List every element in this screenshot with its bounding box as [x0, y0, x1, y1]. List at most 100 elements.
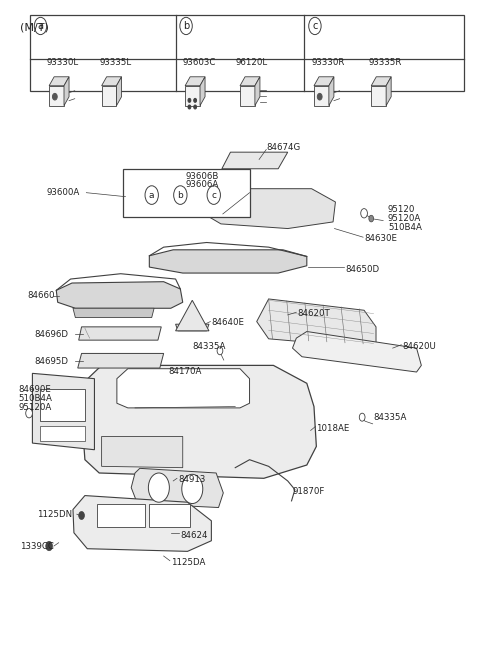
- Text: c: c: [211, 191, 216, 199]
- Polygon shape: [200, 77, 205, 105]
- Circle shape: [217, 347, 223, 355]
- Text: 93335R: 93335R: [369, 58, 402, 67]
- Circle shape: [148, 473, 169, 502]
- Polygon shape: [185, 86, 200, 105]
- Text: 84630E: 84630E: [364, 234, 397, 243]
- Bar: [39, 390, 85, 421]
- Polygon shape: [314, 77, 334, 86]
- Text: 84690E: 84690E: [18, 385, 51, 394]
- Text: 84620T: 84620T: [297, 309, 330, 318]
- Circle shape: [79, 512, 84, 520]
- Text: 84640E: 84640E: [211, 318, 244, 327]
- Circle shape: [180, 17, 192, 35]
- Polygon shape: [102, 436, 183, 468]
- Bar: [97, 504, 144, 528]
- Polygon shape: [371, 86, 386, 105]
- Text: 93335L: 93335L: [99, 58, 132, 67]
- Polygon shape: [102, 86, 117, 105]
- Text: 84674G: 84674G: [266, 143, 300, 152]
- Circle shape: [207, 186, 220, 204]
- Circle shape: [182, 474, 203, 504]
- Text: 91870F: 91870F: [292, 487, 325, 496]
- Text: b: b: [183, 21, 189, 31]
- Circle shape: [174, 186, 187, 204]
- Text: 93600A: 93600A: [47, 188, 80, 197]
- Polygon shape: [79, 327, 161, 340]
- Text: 84696D: 84696D: [35, 329, 69, 339]
- Text: 95120A: 95120A: [18, 404, 51, 412]
- Text: 84650D: 84650D: [345, 265, 379, 273]
- Text: 93330R: 93330R: [312, 58, 345, 67]
- Polygon shape: [176, 324, 209, 331]
- Text: a: a: [37, 21, 44, 31]
- Text: 510B4A: 510B4A: [18, 394, 52, 403]
- Polygon shape: [314, 86, 329, 105]
- Bar: [123, 169, 250, 217]
- Text: 95120: 95120: [388, 205, 415, 215]
- Polygon shape: [56, 281, 183, 308]
- Polygon shape: [255, 77, 260, 105]
- Circle shape: [317, 93, 322, 100]
- Text: 93606B: 93606B: [185, 171, 218, 181]
- Circle shape: [26, 409, 33, 418]
- Polygon shape: [257, 299, 376, 348]
- Text: 93606A: 93606A: [185, 180, 218, 189]
- Polygon shape: [240, 86, 255, 105]
- Text: b: b: [178, 191, 183, 199]
- Polygon shape: [371, 77, 391, 86]
- Polygon shape: [49, 86, 64, 105]
- Text: 510B4A: 510B4A: [388, 223, 422, 231]
- Polygon shape: [49, 77, 69, 86]
- Text: 93603C: 93603C: [183, 58, 216, 67]
- Polygon shape: [185, 77, 205, 86]
- Polygon shape: [73, 308, 154, 317]
- Text: 93330L: 93330L: [47, 58, 79, 67]
- Polygon shape: [131, 468, 223, 508]
- Text: 84660: 84660: [28, 291, 55, 300]
- Text: a: a: [149, 191, 155, 199]
- Polygon shape: [386, 77, 391, 105]
- Text: 84335A: 84335A: [192, 342, 226, 351]
- Polygon shape: [202, 189, 336, 229]
- Text: 1339CC: 1339CC: [21, 542, 54, 550]
- Circle shape: [34, 17, 47, 35]
- Polygon shape: [117, 369, 250, 408]
- Text: 84335A: 84335A: [373, 413, 407, 422]
- Text: 84624: 84624: [180, 531, 208, 540]
- Polygon shape: [82, 366, 316, 478]
- Circle shape: [369, 215, 373, 222]
- Bar: [30, 15, 464, 91]
- Bar: [39, 426, 85, 441]
- Circle shape: [361, 209, 367, 218]
- Circle shape: [145, 186, 158, 204]
- Text: c: c: [312, 21, 318, 31]
- Text: 84170A: 84170A: [168, 367, 202, 376]
- Polygon shape: [149, 250, 307, 273]
- Polygon shape: [240, 77, 260, 86]
- Text: (M/T): (M/T): [21, 23, 49, 33]
- Bar: [149, 504, 190, 528]
- Text: 1018AE: 1018AE: [316, 424, 350, 433]
- Circle shape: [309, 17, 321, 35]
- Circle shape: [194, 98, 197, 102]
- Polygon shape: [64, 77, 69, 105]
- Text: 84913: 84913: [178, 475, 205, 484]
- Text: 84620U: 84620U: [402, 342, 436, 351]
- Circle shape: [360, 414, 365, 421]
- Polygon shape: [102, 77, 121, 86]
- Circle shape: [188, 98, 191, 102]
- Circle shape: [188, 105, 191, 109]
- Circle shape: [194, 105, 197, 109]
- Text: 96120L: 96120L: [235, 58, 267, 67]
- Polygon shape: [73, 496, 211, 552]
- Polygon shape: [222, 152, 288, 169]
- Circle shape: [52, 93, 57, 100]
- Polygon shape: [176, 300, 209, 331]
- Text: 84695D: 84695D: [35, 357, 69, 366]
- Polygon shape: [117, 77, 121, 105]
- Polygon shape: [33, 374, 95, 450]
- Polygon shape: [78, 354, 164, 368]
- Circle shape: [46, 542, 52, 551]
- Text: 1125DN: 1125DN: [37, 510, 72, 519]
- Text: 1125DA: 1125DA: [171, 558, 205, 567]
